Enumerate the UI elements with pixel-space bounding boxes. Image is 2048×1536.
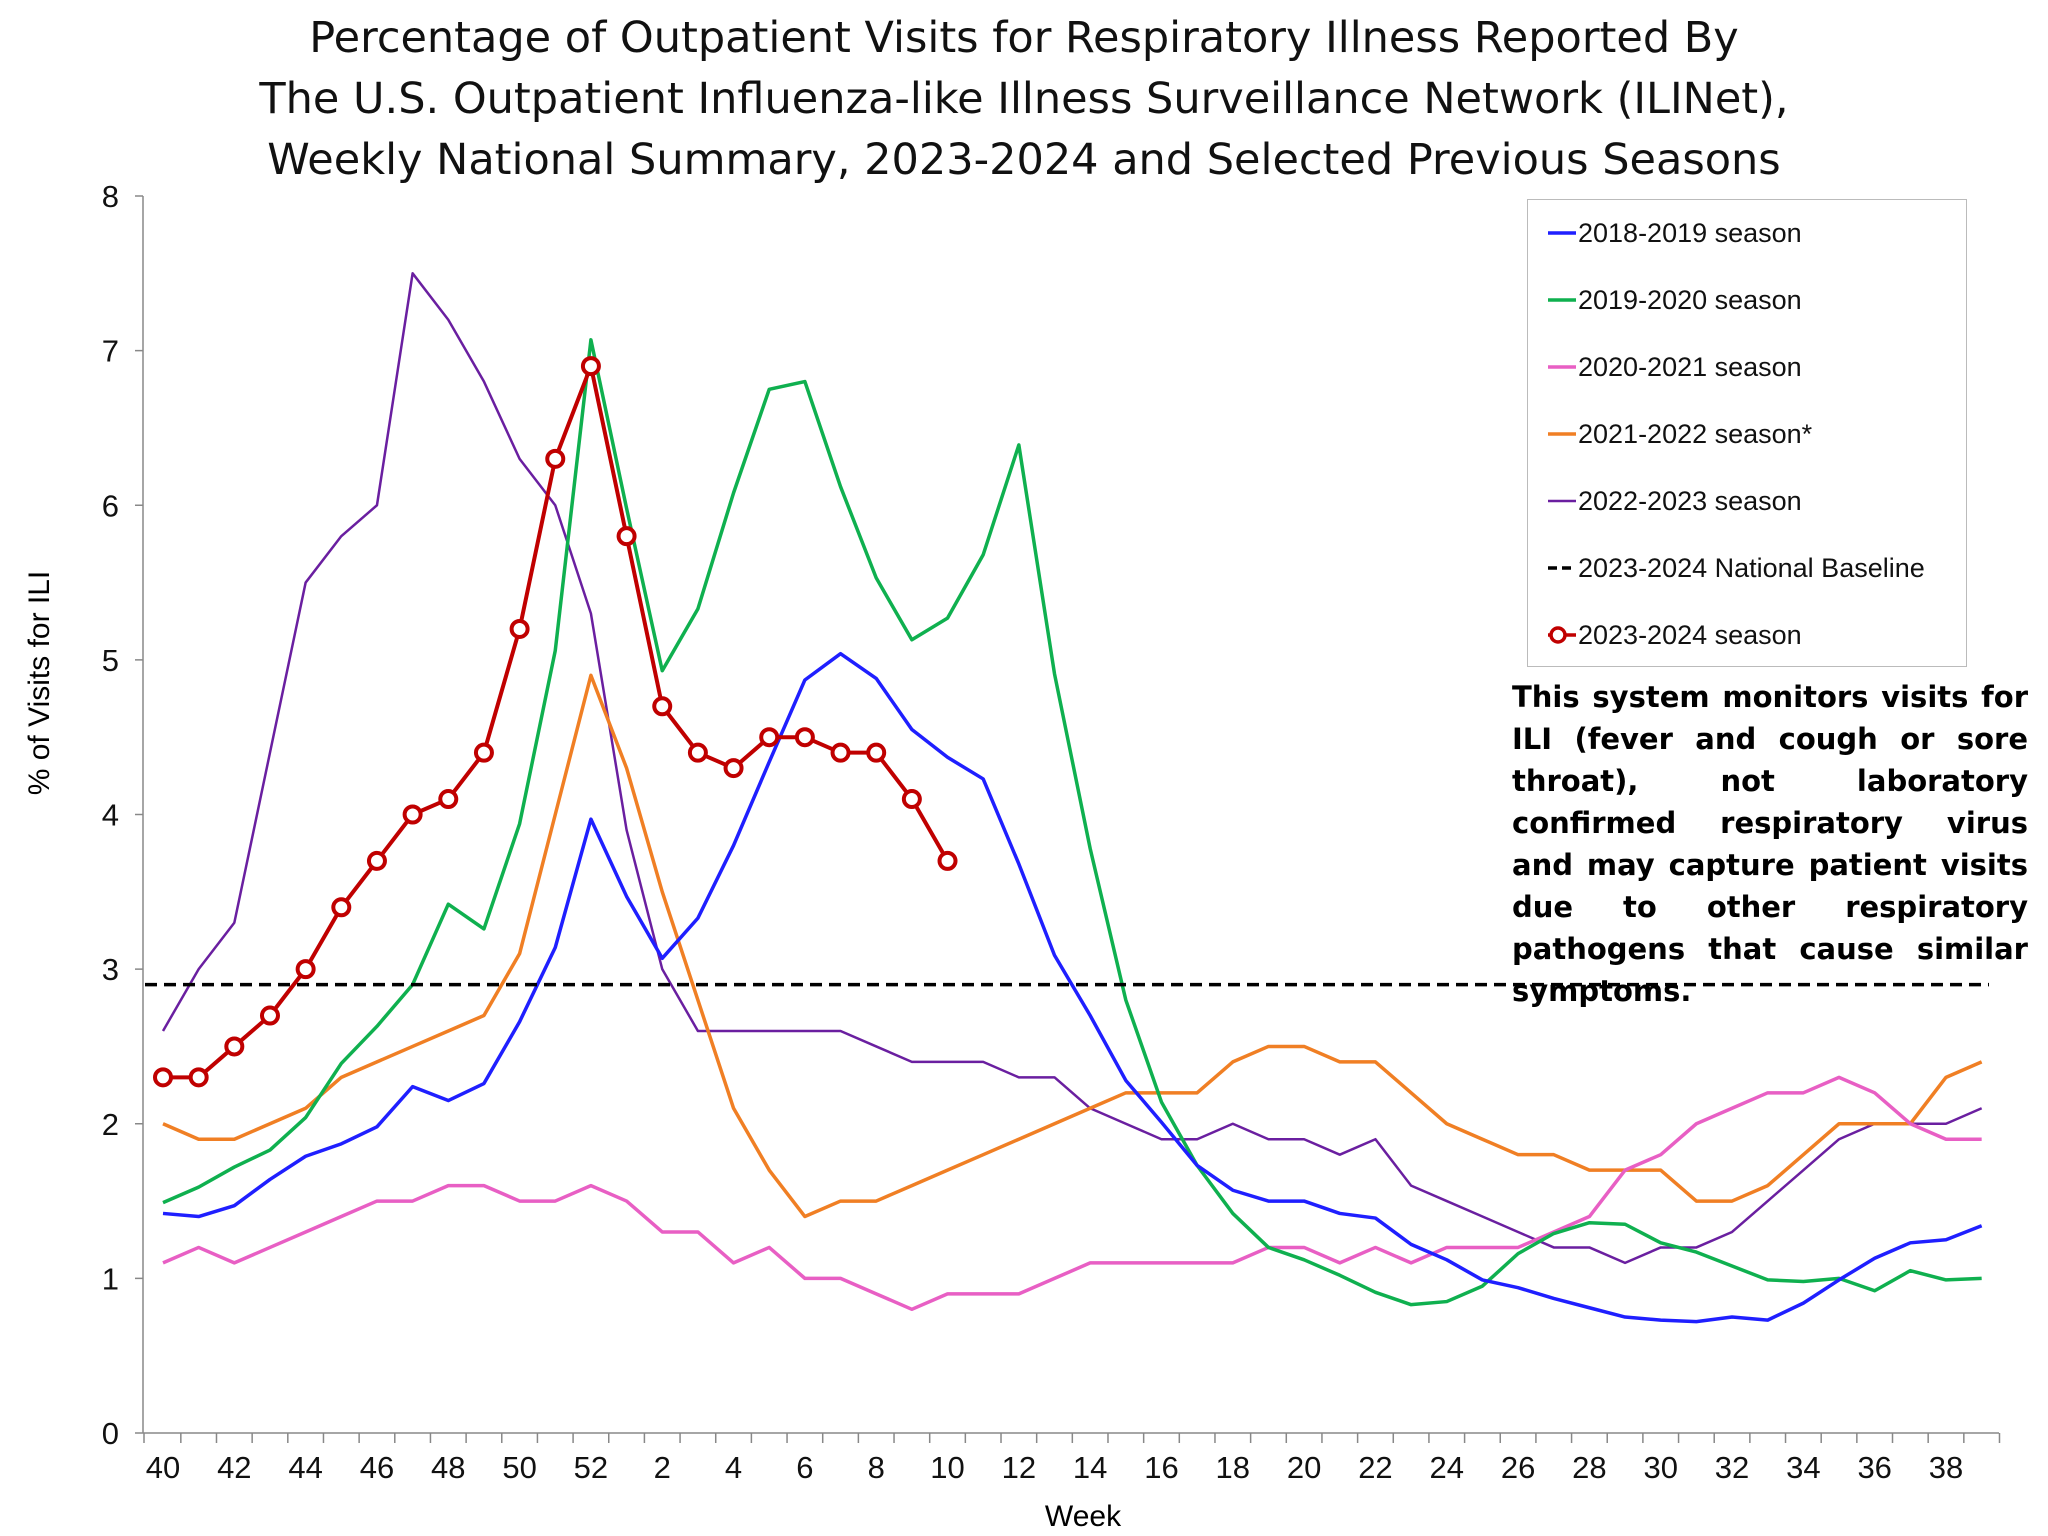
- legend-swatch: [1548, 231, 1576, 235]
- data-point: [652, 696, 673, 717]
- x-tick-label: 4: [725, 1450, 742, 1485]
- data-point: [687, 742, 708, 763]
- legend-label: 2018-2019 season: [1578, 217, 1802, 248]
- legend-label: 2020-2021 season: [1578, 351, 1802, 382]
- series-line: [162, 338, 1982, 1307]
- x-tick-label: 44: [288, 1450, 322, 1485]
- x-tick-label: 48: [431, 1450, 465, 1485]
- series-line: [163, 364, 950, 1080]
- data-point: [580, 356, 601, 377]
- legend-item: 2018-2019 season: [1546, 213, 1802, 253]
- legend-swatch: [1548, 566, 1576, 570]
- legend-item: 2020-2021 season: [1546, 347, 1802, 387]
- legend-item: 2023-2024 season: [1546, 615, 1802, 655]
- y-tick-label: 0: [102, 1416, 119, 1451]
- x-axis-label: Week: [1044, 1500, 1122, 1533]
- series-2018-2019-season: [162, 651, 1983, 1324]
- series-line: [162, 651, 1983, 1324]
- data-point: [509, 618, 530, 639]
- chart-title-line: The U.S. Outpatient Influenza-like Illne…: [259, 74, 1789, 124]
- x-tick-label: 24: [1430, 1450, 1464, 1485]
- data-point: [830, 742, 851, 763]
- legend-item: 2021-2022 season*: [1546, 414, 1812, 454]
- data-point: [153, 1067, 173, 1088]
- legend-label: 2023-2024 season: [1578, 619, 1802, 650]
- data-point: [937, 850, 958, 871]
- legend-label: 2023-2024 National Baseline: [1578, 552, 1925, 583]
- data-point: [901, 789, 922, 810]
- legend-label: 2022-2023 season: [1578, 485, 1802, 516]
- legend-item: 2022-2023 season: [1546, 481, 1802, 521]
- y-tick-label: 3: [102, 952, 119, 987]
- x-tick-label: 8: [868, 1450, 885, 1485]
- data-point: [259, 1005, 280, 1026]
- y-tick-label: 6: [102, 488, 119, 523]
- x-tick-label: 14: [1073, 1450, 1107, 1485]
- data-point: [759, 727, 780, 748]
- x-tick-label: 30: [1643, 1450, 1677, 1485]
- legend-label: 2021-2022 season*: [1578, 418, 1813, 449]
- series-2021-2022-season-: [162, 673, 1983, 1219]
- data-point: [366, 850, 387, 871]
- x-tick-label: 52: [574, 1450, 608, 1485]
- legend-swatch: [1548, 432, 1576, 436]
- x-tick-label: 12: [1002, 1450, 1036, 1485]
- x-tick-label: 16: [1144, 1450, 1178, 1485]
- x-tick-label: 38: [1929, 1450, 1963, 1485]
- data-point: [188, 1067, 209, 1088]
- chart-title-line: Percentage of Outpatient Visits for Resp…: [309, 13, 1739, 63]
- y-tick-label: 1: [102, 1261, 119, 1296]
- x-tick-label: 50: [502, 1450, 536, 1485]
- x-tick-label: 40: [146, 1450, 180, 1485]
- series-2020-2021-season: [162, 1075, 1982, 1312]
- legend-swatch: [1548, 499, 1576, 503]
- x-tick-label: 22: [1358, 1450, 1392, 1485]
- data-point: [224, 1036, 245, 1057]
- y-axis-label: % of Visits for ILI: [23, 570, 56, 796]
- x-tick-label: 46: [360, 1450, 394, 1485]
- x-tick-label: 20: [1287, 1450, 1321, 1485]
- legend-swatch: [1548, 298, 1576, 302]
- x-tick-label: 10: [930, 1450, 964, 1485]
- data-point: [473, 742, 494, 763]
- y-tick-label: 2: [102, 1107, 119, 1142]
- y-tick-label: 5: [102, 643, 119, 678]
- data-point: [295, 959, 316, 980]
- x-tick-label: 36: [1857, 1450, 1891, 1485]
- data-point: [866, 742, 887, 763]
- annotation-note: This system monitors visits for ILI (fev…: [1512, 680, 2028, 1008]
- y-tick-label: 8: [102, 179, 119, 214]
- legend-label: 2019-2020 season: [1578, 284, 1802, 315]
- series-2023-2024-season: [153, 356, 958, 1088]
- chart-title: Percentage of Outpatient Visits for Resp…: [0, 8, 2048, 191]
- series-line: [162, 1075, 1982, 1312]
- y-tick-label: 4: [102, 798, 119, 833]
- legend-item: 2023-2024 National Baseline: [1546, 548, 1925, 588]
- data-point: [616, 526, 637, 547]
- legend-item: 2019-2020 season: [1546, 280, 1802, 320]
- x-tick-label: 26: [1501, 1450, 1535, 1485]
- x-tick-label: 2: [654, 1450, 671, 1485]
- data-point: [402, 804, 423, 825]
- x-tick-label: 42: [217, 1450, 251, 1485]
- x-tick-label: 6: [796, 1450, 813, 1485]
- y-tick-label: 7: [102, 334, 119, 369]
- data-point: [545, 448, 566, 469]
- data-point: [331, 897, 352, 918]
- x-tick-label: 34: [1786, 1450, 1820, 1485]
- x-tick-label: 28: [1572, 1450, 1606, 1485]
- x-tick-label: 32: [1715, 1450, 1749, 1485]
- data-point: [723, 758, 744, 779]
- chart-title-line: Weekly National Summary, 2023-2024 and S…: [267, 135, 1781, 185]
- series-2019-2020-season: [162, 338, 1982, 1307]
- data-point: [794, 727, 815, 748]
- series-line: [162, 673, 1983, 1219]
- legend: 2018-2019 season 2019-2020 season 2020-202…: [1527, 199, 1967, 667]
- legend-swatch: [1548, 365, 1576, 369]
- x-tick-label: 18: [1216, 1450, 1250, 1485]
- legend-swatch: [1548, 626, 1576, 644]
- data-point: [438, 789, 459, 810]
